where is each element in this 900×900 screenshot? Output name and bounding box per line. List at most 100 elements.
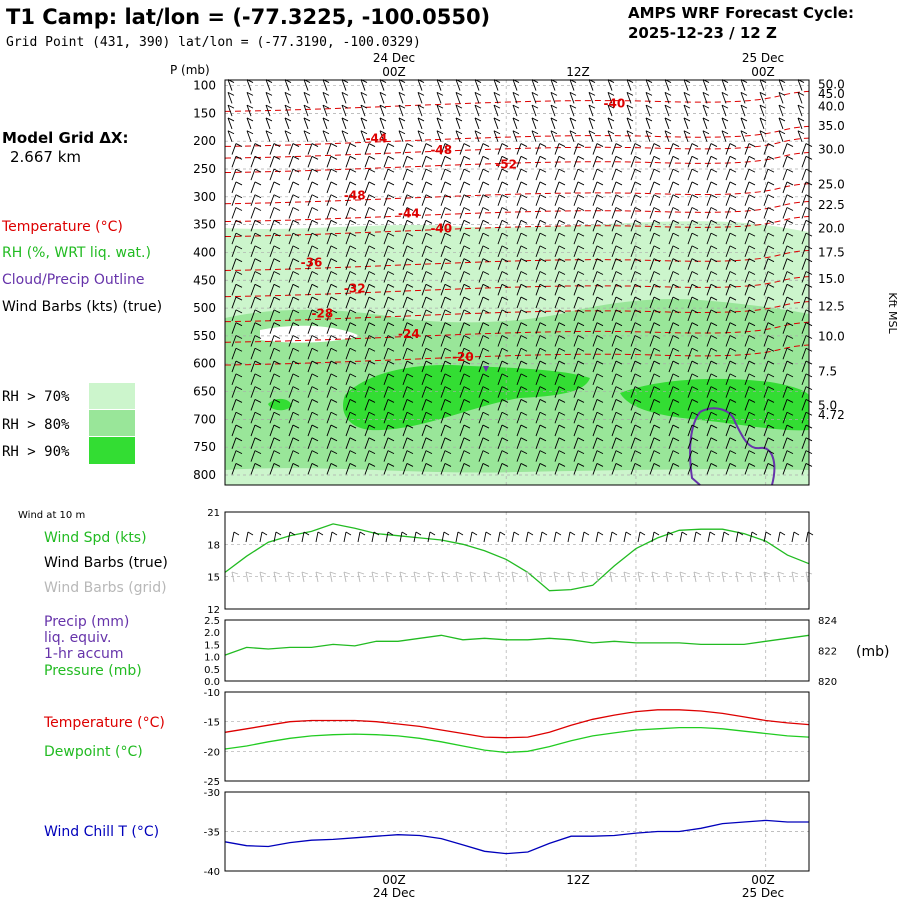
barb-flag: [273, 411, 281, 416]
barb-staff: [725, 168, 731, 181]
barb-staff: [516, 296, 522, 309]
wind-barb-475: [421, 271, 433, 283]
barb-flag: [233, 531, 240, 536]
barb-staff: [611, 181, 617, 194]
wind-barb-841: [307, 424, 319, 437]
barb-flag: [729, 360, 737, 365]
barb-flag: [349, 155, 357, 160]
barb-flag: [577, 424, 585, 429]
barb-flag: [672, 386, 680, 391]
barb-flag: [292, 296, 300, 301]
barb-staff: [341, 105, 347, 117]
barb-staff: [516, 194, 522, 206]
surface-barb-grid-17: [469, 571, 477, 583]
surface-barb-true-12: [399, 531, 408, 543]
barb-flag: [330, 143, 338, 147]
barb-staff: [706, 386, 712, 398]
wind-barb-121: [759, 117, 767, 130]
barb-staff: [343, 571, 347, 583]
barb-staff: [567, 571, 571, 583]
barb-flag: [748, 155, 756, 160]
surface-barb-true-34: [707, 531, 716, 543]
wind-barb-99: [341, 117, 349, 130]
wind-barb-203: [554, 155, 566, 168]
barb-flag: [558, 219, 566, 224]
panel-left-tick-3: 1.5: [204, 640, 220, 651]
barb-flag: [786, 335, 794, 339]
barb-flag: [245, 571, 253, 575]
barb-staff: [436, 79, 442, 91]
barb-staff: [801, 386, 807, 398]
barb-staff: [421, 258, 427, 270]
wind-barb-517: [630, 283, 642, 296]
temp-contour-label-1: -44: [366, 131, 388, 145]
barb-staff: [303, 130, 309, 142]
barb-flag: [368, 399, 376, 403]
barb-flag: [235, 411, 243, 416]
barb-flag: [231, 571, 239, 575]
wind-barb-254: [345, 181, 357, 194]
barb-staff: [516, 463, 522, 475]
barb-flag: [273, 399, 281, 403]
barb-flag: [577, 168, 585, 173]
barb-staff: [693, 571, 697, 583]
barb-staff: [288, 437, 294, 449]
barb-flag: [483, 571, 491, 575]
barb-staff: [683, 105, 689, 117]
barb-flag: [406, 155, 414, 160]
barb-flag: [596, 245, 604, 250]
wind-barb-105: [455, 117, 463, 130]
barb-flag: [634, 335, 642, 339]
pressure-tick-7: 450: [193, 273, 216, 287]
wind-barb-202: [535, 155, 547, 168]
wind-barb-587: [782, 309, 794, 322]
barb-flag: [520, 450, 528, 455]
barb-flag: [501, 411, 509, 416]
surface-barb-grid-13: [413, 571, 421, 583]
barb-staff: [326, 168, 332, 181]
barb-flag: [691, 386, 699, 391]
barb-flag: [596, 181, 604, 186]
barb-flag: [322, 91, 330, 96]
barb-staff: [759, 105, 765, 117]
barb-flag: [345, 531, 352, 536]
barb-staff: [516, 143, 522, 155]
barb-staff: [763, 450, 769, 462]
barb-staff: [402, 220, 408, 232]
wind-barb-210: [687, 155, 699, 168]
barb-flag: [330, 207, 338, 211]
barb-staff: [801, 194, 807, 206]
wind-barb-524: [763, 283, 775, 296]
wind-barb-725: [459, 373, 471, 386]
barb-flag: [520, 347, 528, 352]
wind-barb-704: [649, 360, 661, 373]
barb-flag: [371, 571, 379, 575]
barb-staff: [801, 168, 807, 181]
wind-barb-815: [402, 411, 414, 424]
wind-barb-469: [307, 271, 319, 283]
barb-staff: [516, 156, 522, 168]
wind-barb-595: [345, 322, 357, 334]
windchill-label: Wind Chill T (°C): [44, 824, 159, 840]
barb-staff: [630, 322, 636, 334]
barb-staff: [516, 386, 522, 398]
wind-barb-633: [478, 335, 490, 347]
barb-staff: [609, 531, 613, 543]
wind-barb-141: [550, 130, 558, 142]
barb-staff: [497, 245, 503, 258]
wind-barb-43: [455, 91, 463, 104]
wind-barb-534: [364, 296, 376, 309]
wind-barb-451: [554, 258, 566, 270]
barb-staff: [497, 309, 503, 322]
wind-barb-144: [607, 130, 615, 142]
barb-flag: [634, 168, 642, 173]
barb-flag: [425, 296, 433, 301]
barb-staff: [535, 386, 541, 398]
barb-flag: [265, 117, 273, 122]
barb-staff: [535, 143, 541, 155]
barb-staff: [535, 412, 541, 424]
barb-staff: [360, 130, 366, 142]
wind-barb-506: [421, 283, 433, 296]
barb-staff: [364, 463, 370, 475]
wind-barb-877: [402, 437, 414, 449]
